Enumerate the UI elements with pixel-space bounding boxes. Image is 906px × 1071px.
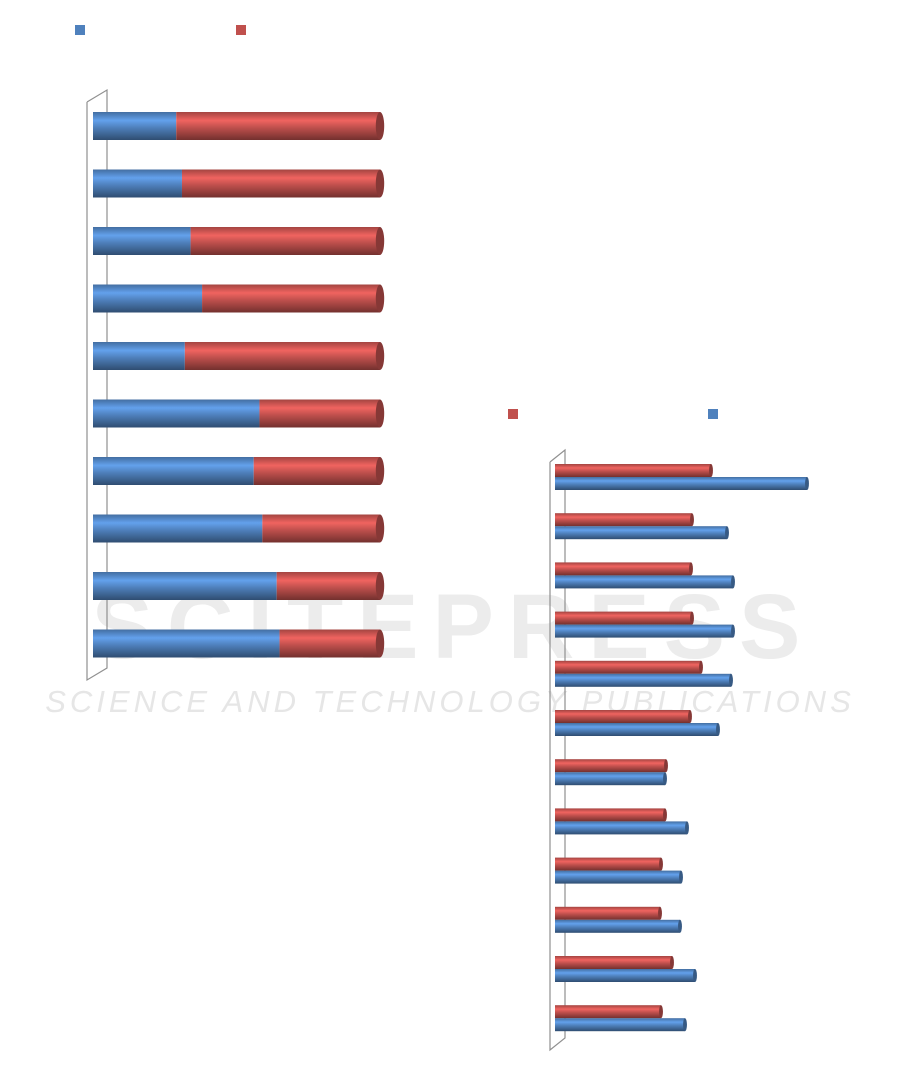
- bar: [555, 969, 695, 982]
- bar: [93, 342, 185, 370]
- bar-cap: [375, 572, 385, 600]
- chart: [75, 25, 385, 682]
- bar: [555, 526, 727, 540]
- bar: [555, 759, 666, 773]
- legend-marker: [236, 25, 246, 35]
- bar-cap: [375, 112, 385, 140]
- bar: [93, 284, 203, 313]
- bar: [555, 464, 711, 477]
- bar-cap: [375, 169, 385, 198]
- bar: [184, 342, 380, 370]
- bar: [259, 399, 380, 428]
- bar-cap: [688, 710, 692, 723]
- bar-cap: [375, 399, 385, 428]
- bar-cap: [729, 673, 733, 687]
- bar: [555, 906, 660, 920]
- bar-cap: [731, 575, 735, 589]
- legend-marker: [75, 25, 85, 35]
- bar: [253, 457, 380, 485]
- bar: [555, 624, 733, 638]
- axis-wall: [86, 88, 108, 682]
- bar: [93, 514, 263, 543]
- bar: [555, 723, 718, 736]
- bar: [93, 629, 280, 658]
- bar: [555, 710, 690, 723]
- chart: [508, 409, 809, 1052]
- bar-cap: [709, 464, 713, 477]
- bar: [190, 227, 380, 255]
- bar: [555, 1018, 685, 1032]
- bar: [181, 169, 380, 198]
- bar-cap: [664, 759, 668, 773]
- legend-marker: [508, 409, 518, 419]
- bar-cap: [685, 821, 689, 835]
- bar: [93, 169, 182, 198]
- bar: [555, 660, 701, 674]
- bar-cap: [663, 808, 667, 822]
- legend-marker: [708, 409, 718, 419]
- bar-cap: [693, 969, 697, 982]
- bar-cap: [659, 857, 663, 871]
- bar-cap: [658, 906, 662, 920]
- bar: [555, 673, 731, 687]
- bar-cap: [690, 611, 694, 625]
- bar: [555, 575, 733, 589]
- watermark-subtitle: SCIENCE AND TECHNOLOGY PUBLICATIONS: [45, 684, 855, 719]
- bar: [555, 870, 681, 884]
- bar: [555, 808, 665, 822]
- axis-wall: [549, 448, 566, 1052]
- bar: [93, 399, 260, 428]
- bar: [555, 513, 692, 527]
- bar-cap: [716, 723, 720, 736]
- bar-cap: [699, 660, 703, 674]
- bar-cap: [375, 514, 385, 543]
- bar: [93, 227, 191, 255]
- bar-cap: [663, 772, 667, 786]
- bar-cap: [683, 1018, 687, 1032]
- bar-cap: [731, 624, 735, 638]
- bar-cap: [375, 284, 385, 313]
- bar-cap: [375, 457, 385, 485]
- bar: [93, 572, 277, 600]
- bar-cap: [375, 629, 385, 658]
- bar: [555, 857, 661, 871]
- bar: [555, 821, 687, 835]
- bar: [262, 514, 380, 543]
- bar-cap: [375, 342, 385, 370]
- bar: [555, 772, 665, 786]
- bar: [93, 457, 254, 485]
- bar-cap: [670, 956, 674, 969]
- bar-cap: [725, 526, 729, 540]
- bar: [555, 477, 807, 490]
- bar-cap: [679, 870, 683, 884]
- bar: [93, 112, 177, 140]
- bar-cap: [659, 1005, 663, 1019]
- bar: [276, 572, 380, 600]
- bar-cap: [805, 477, 809, 490]
- bar: [202, 284, 380, 313]
- bar: [555, 1005, 661, 1019]
- bar: [279, 629, 380, 658]
- bar-cap: [689, 562, 693, 576]
- bar-cap: [678, 919, 682, 933]
- bar-cap: [690, 513, 694, 527]
- bar: [176, 112, 380, 140]
- bar: [555, 956, 672, 969]
- bar: [555, 919, 680, 933]
- bar-cap: [375, 227, 385, 255]
- bar: [555, 562, 691, 576]
- bar: [555, 611, 692, 625]
